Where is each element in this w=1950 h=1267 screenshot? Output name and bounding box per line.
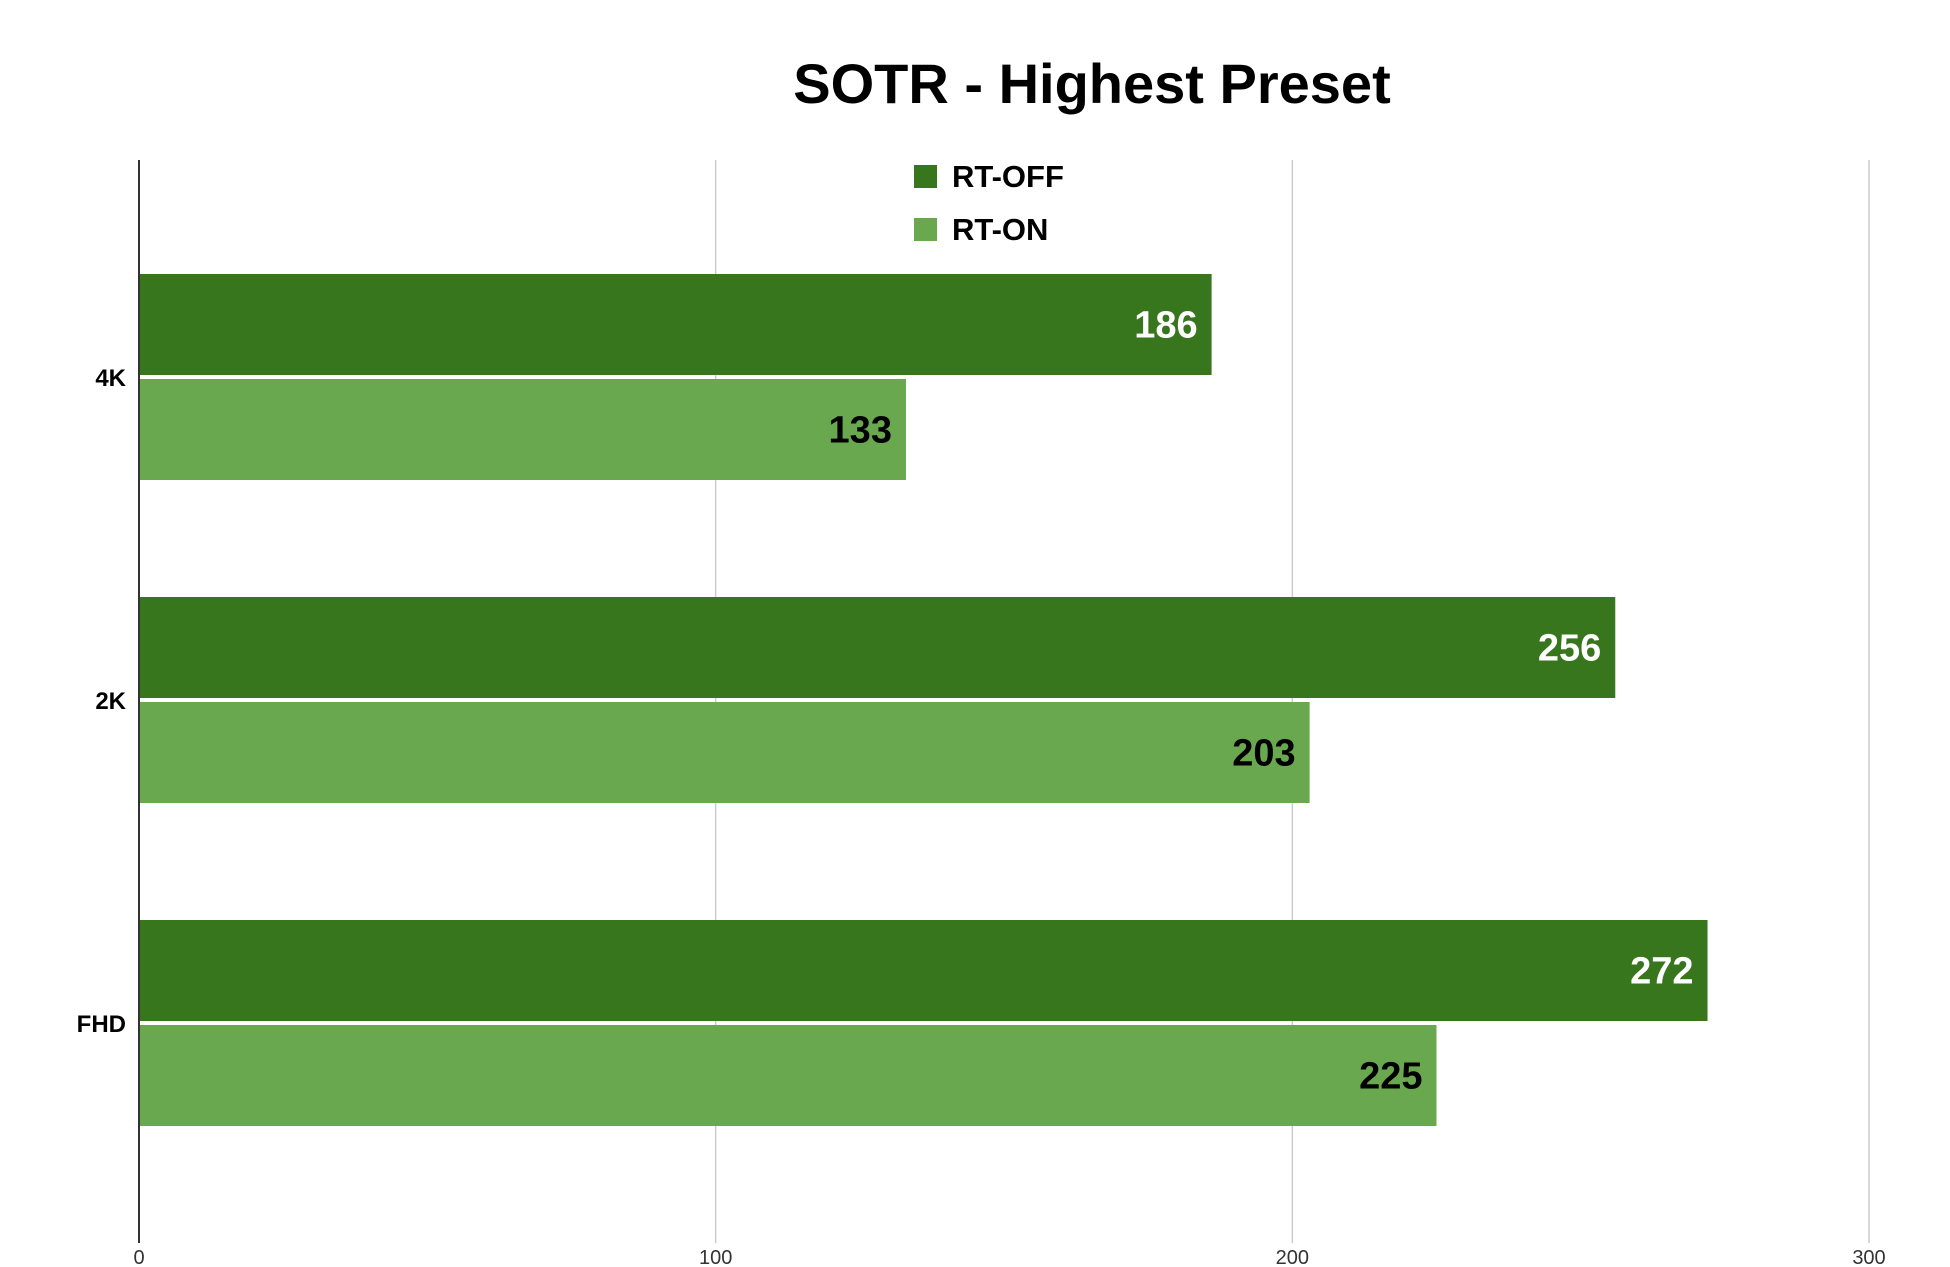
- chart-title: SOTR - Highest Preset: [793, 52, 1390, 115]
- x-tick-label: 0: [133, 1247, 144, 1267]
- data-label: 272: [1630, 951, 1693, 993]
- x-tick-label: 300: [1852, 1247, 1885, 1267]
- data-label: 256: [1538, 628, 1601, 670]
- category-label: 2K: [95, 688, 126, 715]
- legend-swatch-rt-off: [914, 165, 937, 188]
- bar-rt-on-fhd: [139, 1025, 1437, 1126]
- bar-rt-off-fhd: [139, 920, 1708, 1021]
- data-label: 203: [1232, 733, 1295, 775]
- legend-label-rt-off: RT-OFF: [952, 159, 1064, 194]
- x-tick-label: 100: [699, 1247, 732, 1267]
- legend: RT-OFF RT-ON: [914, 159, 1064, 247]
- legend-swatch-rt-on: [914, 218, 937, 241]
- x-tick-label: 200: [1276, 1247, 1309, 1267]
- bar-rt-on-2k: [139, 702, 1310, 803]
- x-tick-labels: 0 100 200 300: [133, 1247, 1885, 1267]
- bar-rt-on-4k: [139, 379, 906, 480]
- bars: 186 133 256 203 272 225: [139, 274, 1708, 1126]
- data-label: 133: [829, 410, 892, 452]
- category-label: FHD: [77, 1011, 126, 1038]
- legend-label-rt-on: RT-ON: [952, 212, 1048, 247]
- category-labels: 4K 2K FHD: [77, 365, 127, 1038]
- bar-rt-off-4k: [139, 274, 1212, 375]
- data-label: 225: [1359, 1056, 1422, 1098]
- bar-rt-off-2k: [139, 597, 1616, 698]
- data-label: 186: [1134, 305, 1197, 347]
- category-label: 4K: [95, 365, 126, 392]
